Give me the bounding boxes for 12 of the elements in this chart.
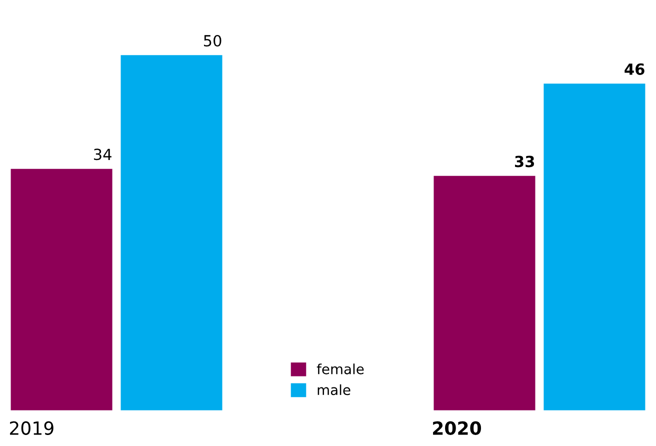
bar — [120, 55, 222, 410]
bar — [10, 168, 112, 410]
legend-label: male — [318, 384, 350, 396]
x-tick-label: 2019 — [10, 421, 54, 435]
legend-label: female — [316, 364, 364, 374]
data-label: 50 — [204, 34, 222, 47]
bar — [434, 176, 536, 410]
data-label: 34 — [94, 148, 112, 160]
bar — [544, 84, 646, 410]
x-tick-label: 2020 — [433, 421, 482, 435]
data-label: 33 — [515, 156, 534, 168]
data-label: 46 — [624, 63, 644, 75]
